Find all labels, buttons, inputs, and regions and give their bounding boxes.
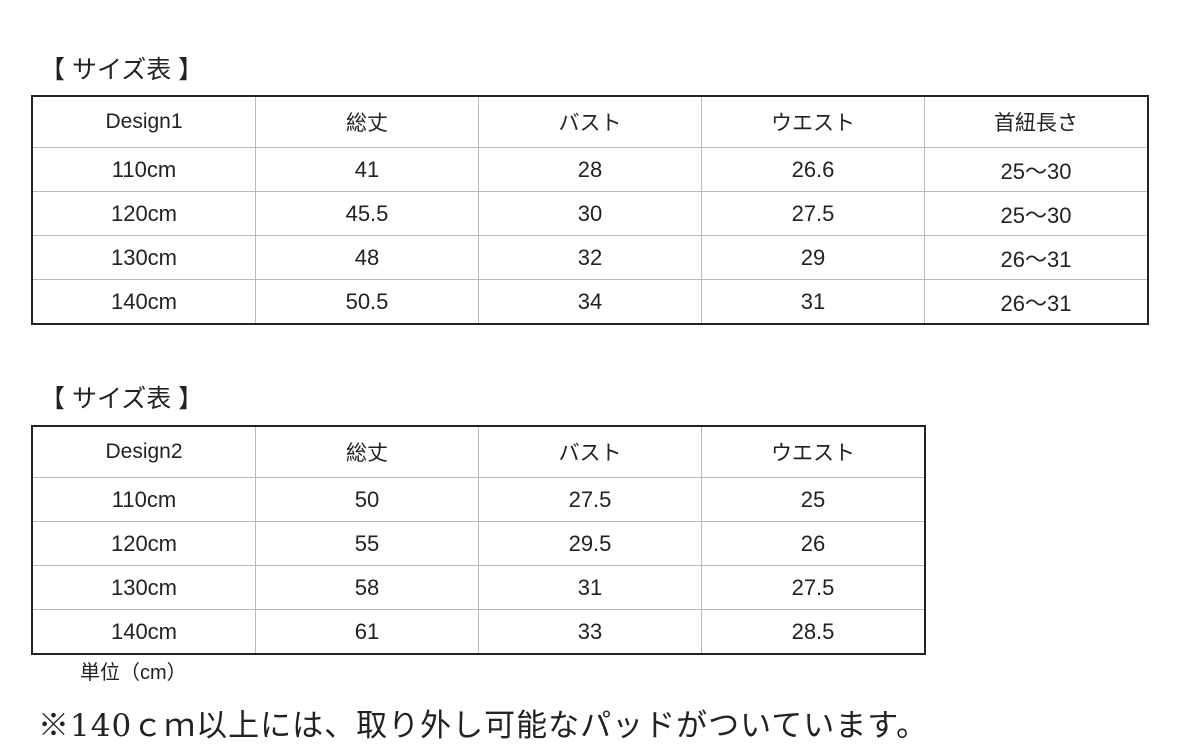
table-row: 130cm 58 31 27.5 bbox=[31, 565, 926, 610]
size-table-design1: Design1 総丈 バスト ウエスト 首紐長さ 110cm 41 28 26.6 25〜30 12… bbox=[31, 95, 1149, 325]
column-header: バスト bbox=[478, 425, 702, 478]
table-cell: 27.5 bbox=[701, 565, 926, 610]
column-header: 総丈 bbox=[255, 425, 479, 478]
column-header: ウエスト bbox=[701, 95, 925, 148]
header-row: Design2 総丈 バスト ウエスト bbox=[31, 425, 926, 478]
table-cell: 31 bbox=[701, 279, 925, 325]
table-cell: 110cm bbox=[31, 147, 256, 192]
table-cell: 25〜30 bbox=[924, 191, 1149, 236]
table1-title: 【 サイズ表 】 bbox=[40, 56, 204, 84]
table-cell: 130cm bbox=[31, 235, 256, 280]
table-cell: 33 bbox=[478, 609, 702, 655]
table-row: 140cm 50.5 34 31 26〜31 bbox=[31, 279, 1149, 325]
table-cell: 61 bbox=[255, 609, 479, 655]
table-cell: 55 bbox=[255, 521, 479, 566]
header-row: Design1 総丈 バスト ウエスト 首紐長さ bbox=[31, 95, 1149, 148]
table-cell: 50.5 bbox=[255, 279, 479, 325]
table-cell: 25 bbox=[701, 477, 926, 522]
table-row: 130cm 48 32 29 26〜31 bbox=[31, 235, 1149, 280]
table-cell: 28.5 bbox=[701, 609, 926, 655]
table-row: 110cm 41 28 26.6 25〜30 bbox=[31, 147, 1149, 192]
table-cell: 25〜30 bbox=[924, 147, 1149, 192]
column-header: Design1 bbox=[31, 95, 256, 148]
table-cell: 41 bbox=[255, 147, 479, 192]
table-row: 110cm 50 27.5 25 bbox=[31, 477, 926, 522]
column-header: 総丈 bbox=[255, 95, 479, 148]
table-cell: 110cm bbox=[31, 477, 256, 522]
size-table-design2: Design2 総丈 バスト ウエスト 110cm 50 27.5 25 120cm 55 29.5… bbox=[31, 425, 926, 655]
table-row: 120cm 55 29.5 26 bbox=[31, 521, 926, 566]
column-header: 首紐長さ bbox=[924, 95, 1149, 148]
table-cell: 50 bbox=[255, 477, 479, 522]
table-cell: 130cm bbox=[31, 565, 256, 610]
table-cell: 27.5 bbox=[478, 477, 702, 522]
table-cell: 29.5 bbox=[478, 521, 702, 566]
table-cell: 140cm bbox=[31, 279, 256, 325]
table2-title: 【 サイズ表 】 bbox=[40, 385, 204, 413]
column-header: Design2 bbox=[31, 425, 256, 478]
table-cell: 28 bbox=[478, 147, 702, 192]
table-cell: 140cm bbox=[31, 609, 256, 655]
column-header: バスト bbox=[478, 95, 702, 148]
pad-note: ※140ｃｍ以上には、取り外し可能なパッドがついています。 bbox=[38, 708, 929, 744]
table-row: 120cm 45.5 30 27.5 25〜30 bbox=[31, 191, 1149, 236]
table-cell: 120cm bbox=[31, 191, 256, 236]
unit-label: 単位（cm） bbox=[80, 662, 187, 684]
table-cell: 32 bbox=[478, 235, 702, 280]
table-cell: 120cm bbox=[31, 521, 256, 566]
table-cell: 34 bbox=[478, 279, 702, 325]
table-cell: 30 bbox=[478, 191, 702, 236]
table-cell: 31 bbox=[478, 565, 702, 610]
table-cell: 26〜31 bbox=[924, 235, 1149, 280]
column-header: ウエスト bbox=[701, 425, 926, 478]
table-cell: 26.6 bbox=[701, 147, 925, 192]
table-cell: 26 bbox=[701, 521, 926, 566]
table-cell: 48 bbox=[255, 235, 479, 280]
table-cell: 27.5 bbox=[701, 191, 925, 236]
table-cell: 26〜31 bbox=[924, 279, 1149, 325]
table-cell: 58 bbox=[255, 565, 479, 610]
table-cell: 45.5 bbox=[255, 191, 479, 236]
table-row: 140cm 61 33 28.5 bbox=[31, 609, 926, 655]
table-cell: 29 bbox=[701, 235, 925, 280]
